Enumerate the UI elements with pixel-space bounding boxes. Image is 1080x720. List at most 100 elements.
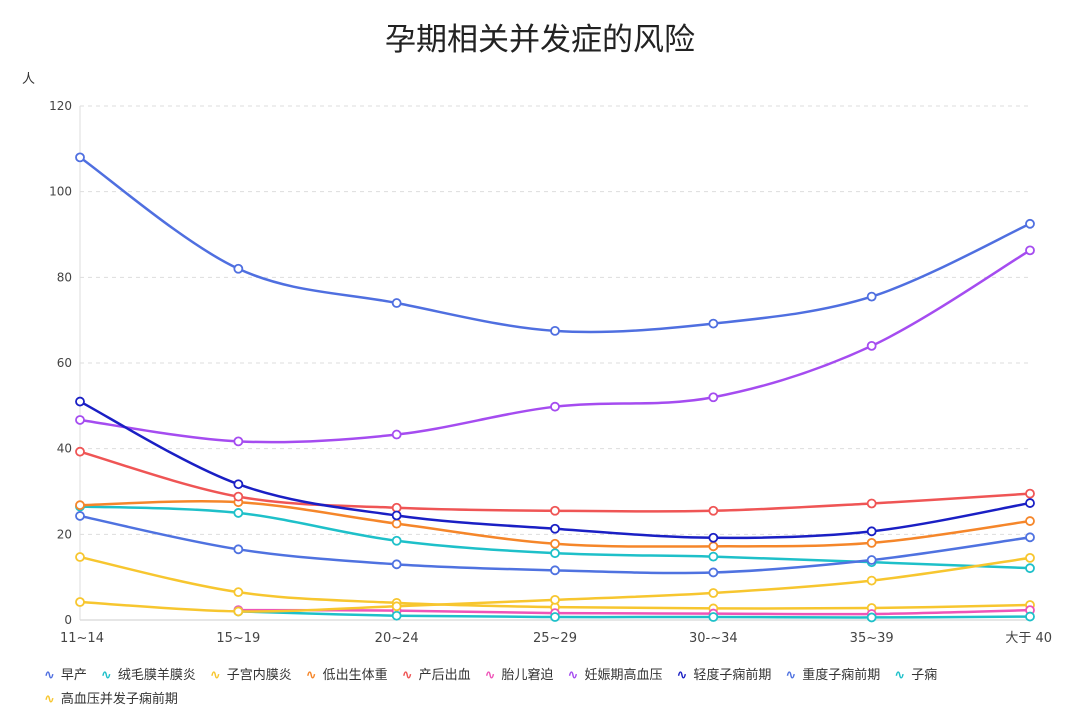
data-point bbox=[866, 498, 877, 509]
legend-label: 妊娠期高血压 bbox=[584, 668, 663, 683]
data-point bbox=[550, 538, 560, 549]
legend-item[interactable]: ∿ 高血压并发子痫前期 bbox=[44, 688, 178, 712]
data-point bbox=[708, 551, 719, 562]
legend-label: 子宫内膜炎 bbox=[226, 668, 292, 683]
legend-label: 子痫 bbox=[911, 668, 938, 683]
data-point bbox=[708, 541, 719, 552]
data-point bbox=[75, 500, 85, 511]
y-tick-label: 40 bbox=[57, 442, 72, 456]
wave-icon: ∿ bbox=[484, 668, 496, 683]
data-point bbox=[708, 318, 719, 329]
data-point bbox=[233, 544, 244, 555]
legend-label: 轻度子痫前期 bbox=[693, 668, 772, 683]
wave-icon: ∿ bbox=[44, 692, 55, 707]
legend-label: 早产 bbox=[60, 668, 87, 683]
data-point bbox=[1025, 552, 1035, 563]
x-tick-label: 20~24 bbox=[375, 631, 419, 646]
data-point bbox=[550, 505, 560, 516]
data-point bbox=[708, 567, 719, 578]
data-point bbox=[233, 508, 244, 518]
x-tick-label: 11~14 bbox=[60, 631, 104, 646]
chart-title: 孕期相关并发症的风险 bbox=[385, 22, 695, 58]
legend-label: 低出生体重 bbox=[322, 668, 388, 683]
legend-label: 重度子痫前期 bbox=[802, 668, 881, 683]
data-point bbox=[391, 559, 402, 570]
y-tick-label: 20 bbox=[57, 527, 72, 541]
data-point bbox=[708, 612, 719, 622]
data-point bbox=[75, 152, 85, 163]
data-point bbox=[866, 575, 877, 586]
wave-icon: ∿ bbox=[209, 668, 221, 683]
data-point bbox=[391, 429, 402, 440]
series-line bbox=[238, 608, 1031, 616]
data-point bbox=[391, 298, 402, 308]
series-line bbox=[79, 249, 1031, 444]
data-point bbox=[233, 491, 244, 502]
data-point bbox=[75, 415, 85, 425]
legend-item[interactable]: ∿ 胎儿窘迫 bbox=[485, 664, 554, 688]
data-point bbox=[1025, 498, 1035, 508]
series-line bbox=[79, 156, 1031, 334]
data-point bbox=[1025, 516, 1035, 526]
wave-icon: ∿ bbox=[305, 668, 317, 683]
data-point bbox=[866, 526, 877, 537]
data-point bbox=[866, 291, 877, 302]
data-point bbox=[75, 446, 85, 457]
data-point bbox=[233, 479, 244, 490]
data-point bbox=[550, 565, 560, 576]
data-point bbox=[708, 392, 719, 403]
data-point bbox=[550, 523, 560, 534]
data-point bbox=[233, 606, 244, 617]
data-point bbox=[233, 263, 244, 274]
data-point bbox=[391, 510, 402, 521]
legend-item[interactable]: ∿ 轻度子痫前期 bbox=[676, 664, 771, 688]
data-point bbox=[1025, 563, 1035, 574]
legend-item[interactable]: ∿ 子宫内膜炎 bbox=[210, 664, 292, 688]
data-point bbox=[233, 587, 244, 598]
series-line bbox=[238, 610, 1031, 619]
x-tick-label: 25~29 bbox=[533, 631, 577, 646]
data-point bbox=[550, 401, 560, 412]
y-tick-label: 100 bbox=[49, 185, 72, 199]
legend-item[interactable]: ∿ 绒毛膜羊膜炎 bbox=[101, 664, 196, 688]
data-point bbox=[391, 518, 402, 529]
data-point bbox=[75, 511, 85, 521]
data-point bbox=[391, 502, 402, 513]
y-tick-label: 60 bbox=[57, 356, 72, 370]
data-point bbox=[708, 588, 719, 598]
data-point bbox=[866, 538, 877, 548]
wave-icon: ∿ bbox=[676, 668, 688, 683]
y-tick-label: 80 bbox=[57, 270, 72, 284]
legend-item[interactable]: ∿ 妊娠期高血压 bbox=[568, 664, 663, 688]
data-point bbox=[550, 612, 560, 622]
data-point bbox=[1025, 532, 1035, 543]
data-point bbox=[391, 535, 402, 546]
x-tick-label: 30-~34 bbox=[689, 631, 738, 646]
data-point bbox=[866, 555, 877, 565]
wave-icon: ∿ bbox=[100, 668, 112, 683]
data-point bbox=[550, 548, 560, 559]
y-tick-label: 0 bbox=[64, 613, 72, 627]
x-tick-label: 35~39 bbox=[850, 631, 894, 646]
data-point bbox=[1025, 245, 1035, 256]
legend-item[interactable]: ∿ 低出生体重 bbox=[306, 664, 388, 688]
wave-icon: ∿ bbox=[401, 668, 413, 683]
data-point bbox=[75, 597, 85, 607]
wave-icon: ∿ bbox=[785, 668, 797, 683]
data-point bbox=[866, 340, 877, 351]
data-point bbox=[391, 610, 402, 621]
data-point bbox=[391, 601, 402, 612]
data-point bbox=[708, 532, 719, 543]
wave-icon: ∿ bbox=[894, 668, 906, 683]
x-tick-label: 15~19 bbox=[216, 631, 260, 646]
legend-item[interactable]: ∿ 重度子痫前期 bbox=[785, 664, 880, 688]
legend: ∿ 早产 ∿ 绒毛膜羊膜炎 ∿ 子宫内膜炎 ∿ 低出生体重 ∿ 产后出血 ∿ 胎儿窘迫 ∿ 妊娠期高血压 ∿… bbox=[44, 664, 1054, 712]
data-point bbox=[1025, 218, 1035, 229]
legend-item[interactable]: ∿ 产后出血 bbox=[402, 664, 471, 688]
legend-item[interactable]: ∿ 早产 bbox=[44, 664, 87, 688]
legend-item[interactable]: ∿ 子痫 bbox=[894, 664, 937, 688]
x-tick-label: 大于 40 bbox=[1005, 631, 1052, 646]
legend-label: 高血压并发子痫前期 bbox=[60, 692, 178, 707]
